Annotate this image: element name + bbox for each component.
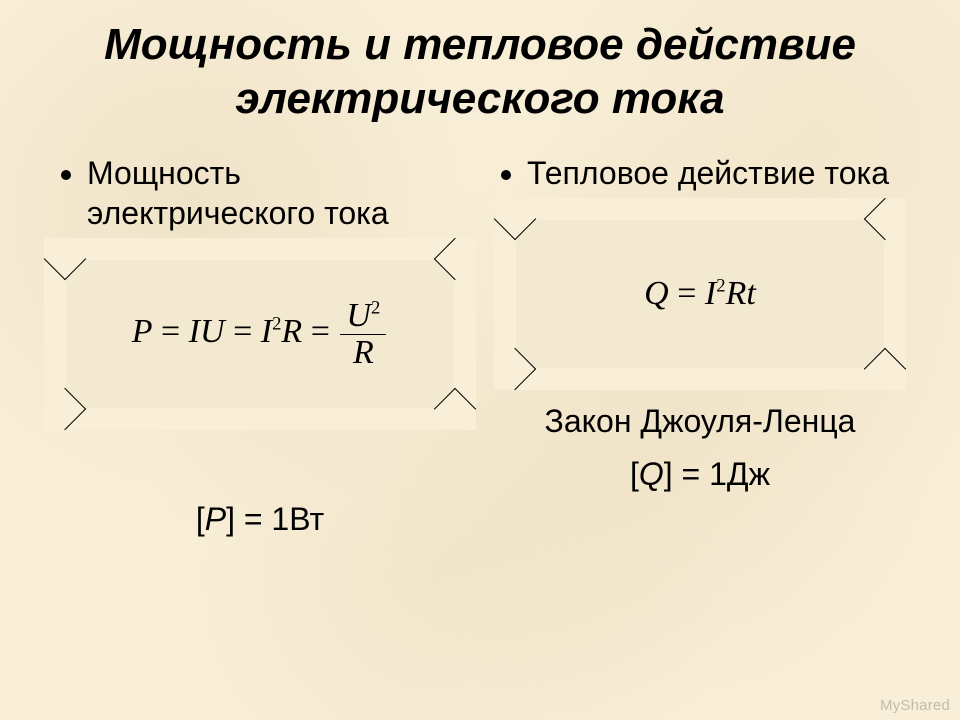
left-column: Мощность электрического тока P = IU = I2… — [55, 153, 465, 538]
right-formula-plaque: Q = I2Rt — [515, 219, 885, 369]
right-column: Тепловое действие тока Q = I2Rt Закон Дж… — [495, 153, 905, 538]
left-bullet-list: Мощность электрического тока — [55, 153, 465, 233]
left-bullet: Мощность электрического тока — [87, 153, 465, 233]
heat-formula: Q = I2Rt — [644, 275, 756, 313]
watermark: MyShared — [880, 697, 950, 714]
columns: Мощность электрического тока P = IU = I2… — [55, 153, 905, 538]
left-formula-plaque: P = IU = I2R = U2 R — [65, 259, 455, 409]
heat-unit: [Q] = 1Дж — [495, 456, 905, 493]
slide: Мощность и тепловое действие электрическ… — [0, 0, 960, 720]
power-formula: P = IU = I2R = U2 R — [132, 298, 389, 370]
right-bullet: Тепловое действие тока — [527, 153, 905, 193]
spacer — [55, 443, 465, 501]
left-plaque-wrap: P = IU = I2R = U2 R — [55, 259, 465, 409]
power-unit: [P] = 1Вт — [55, 501, 465, 538]
right-plaque-wrap: Q = I2Rt — [495, 219, 905, 369]
right-bullet-list: Тепловое действие тока — [495, 153, 905, 193]
joule-lenz-law-label: Закон Джоуля-Ленца — [495, 403, 905, 440]
slide-title: Мощность и тепловое действие электрическ… — [55, 18, 905, 125]
